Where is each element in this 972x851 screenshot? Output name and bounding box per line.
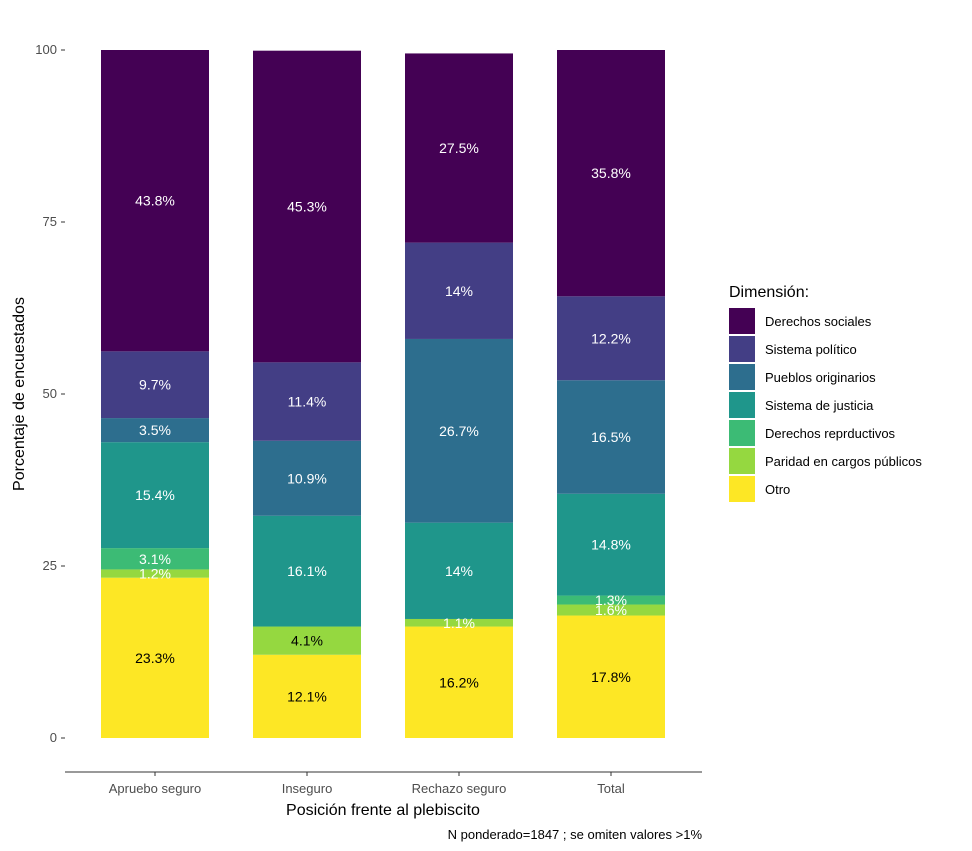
y-tick-label: 25 — [43, 558, 57, 573]
legend-swatch — [729, 448, 755, 474]
segment-label: 16.5% — [591, 429, 631, 445]
x-axis: Apruebo seguro Inseguro Rechazo seguro Tota… — [65, 771, 702, 796]
y-tick-label: 50 — [43, 386, 57, 401]
x-tick-label: Total — [597, 781, 625, 796]
bar-segment — [101, 548, 209, 570]
bar-segment — [557, 380, 665, 494]
y-tick-label: 75 — [43, 214, 57, 229]
segment-label: 23.3% — [135, 650, 175, 666]
segment-label: 14% — [445, 283, 473, 299]
segment-label: 16.2% — [439, 674, 479, 690]
x-axis-title: Posición frente al plebiscito — [286, 802, 480, 819]
legend-swatch — [729, 308, 755, 334]
segment-label: 3.1% — [139, 551, 171, 567]
bar-segment — [253, 50, 361, 363]
bar-segment — [557, 615, 665, 738]
segment-label: 16.1% — [287, 563, 327, 579]
segment-label: 10.9% — [287, 470, 327, 486]
segment-label: 1.6% — [595, 602, 627, 618]
legend-label: Derechos reprductivos — [765, 426, 896, 441]
bar-segment — [405, 53, 513, 243]
bars-layer — [101, 50, 665, 738]
legend-swatch — [729, 476, 755, 502]
bar-segment — [405, 242, 513, 339]
x-tick-label: Rechazo seguro — [412, 781, 507, 796]
bar-segment — [557, 296, 665, 381]
bar-segment — [557, 50, 665, 297]
bar-segment — [253, 626, 361, 655]
legend-label: Sistema político — [765, 342, 857, 357]
bar-segment — [101, 442, 209, 549]
segment-label: 27.5% — [439, 140, 479, 156]
segment-label: 14.8% — [591, 537, 631, 553]
bar-segment — [557, 604, 665, 616]
legend-swatch — [729, 364, 755, 390]
bar-segment — [405, 618, 513, 627]
y-axis: 0 25 50 75 100 — [35, 42, 65, 745]
segment-label: 4.1% — [291, 633, 323, 649]
legend-label: Derechos sociales — [765, 314, 872, 329]
segment-label: 17.8% — [591, 669, 631, 685]
segment-label: 15.4% — [135, 487, 175, 503]
segment-label: 14% — [445, 563, 473, 579]
legend-swatch — [729, 392, 755, 418]
bar-segment — [557, 493, 665, 596]
bar-segment — [557, 595, 665, 605]
bar-segment — [253, 440, 361, 516]
legend-label: Sistema de justicia — [765, 398, 874, 413]
bar-segment — [253, 654, 361, 738]
bar-segment — [253, 515, 361, 627]
y-axis-title: Porcentaje de encuestados — [11, 297, 28, 491]
segment-label: 11.4% — [288, 394, 327, 410]
x-tick-label: Apruebo seguro — [109, 781, 202, 796]
bar-segment — [101, 418, 209, 443]
bar-segment — [101, 569, 209, 578]
bar-segment — [101, 577, 209, 738]
segment-label: 43.8% — [135, 193, 175, 209]
y-tick-label: 100 — [35, 42, 57, 57]
segment-labels-layer: 23.3% 1.2%3.1% 15.4% 3.5% 9.7% 43.8% 12.1% 4.1%… — [135, 140, 631, 704]
legend-label: Paridad en cargos públicos — [765, 454, 922, 469]
y-tick-label: 0 — [50, 730, 57, 745]
bar-segment — [253, 362, 361, 441]
segment-label: 26.7% — [439, 423, 479, 439]
segment-label: 9.7% — [139, 377, 171, 393]
segment-label: 45.3% — [287, 199, 327, 215]
segment-label: 3.5% — [139, 422, 171, 438]
bar-segment — [101, 50, 209, 352]
segment-label: 12.1% — [287, 688, 327, 704]
legend-swatch — [729, 336, 755, 362]
segment-label: 1.3% — [595, 592, 627, 608]
bar-segment — [405, 338, 513, 523]
caption: N ponderado=1847 ; se omiten valores >1% — [448, 827, 703, 842]
bar-segment — [101, 351, 209, 419]
legend-swatch — [729, 420, 755, 446]
bar-segment — [405, 626, 513, 738]
legend-label: Pueblos originarios — [765, 370, 876, 385]
bar-segment — [405, 522, 513, 619]
segment-label: 1.1% — [443, 615, 475, 631]
legend-title: Dimensión: — [729, 284, 809, 301]
segment-label: 35.8% — [591, 165, 631, 181]
segment-label: 12.2% — [591, 330, 631, 346]
legend-label: Otro — [765, 482, 790, 497]
legend: Dimensión: Derechos sociales Sistema polí… — [729, 284, 922, 502]
x-tick-label: Inseguro — [282, 781, 333, 796]
segment-label: 1.2% — [139, 566, 171, 582]
